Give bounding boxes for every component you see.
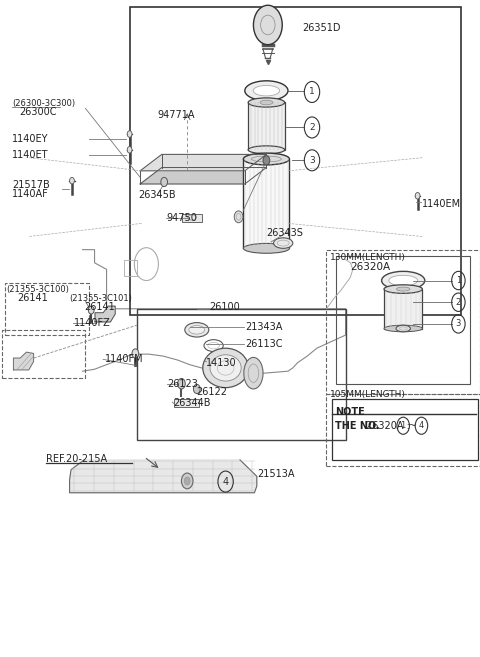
- Circle shape: [127, 131, 132, 137]
- Text: 1: 1: [456, 276, 461, 285]
- Ellipse shape: [243, 153, 289, 165]
- Bar: [326, 394, 480, 466]
- Circle shape: [70, 177, 74, 184]
- Text: 105MM(LENGTH): 105MM(LENGTH): [330, 390, 406, 399]
- Bar: [137, 309, 346, 440]
- Text: 4: 4: [419, 421, 424, 430]
- Bar: [332, 399, 478, 460]
- Ellipse shape: [389, 275, 418, 286]
- Bar: [5, 283, 89, 335]
- Text: 26343S: 26343S: [266, 228, 303, 238]
- Ellipse shape: [248, 146, 285, 154]
- Polygon shape: [70, 460, 257, 493]
- Text: 26320A :: 26320A :: [366, 420, 409, 431]
- Text: 94771A: 94771A: [157, 110, 195, 120]
- Circle shape: [88, 306, 94, 314]
- Text: 3: 3: [309, 156, 315, 165]
- Text: (26300-3C300): (26300-3C300): [12, 99, 75, 108]
- Ellipse shape: [396, 325, 410, 332]
- Text: 2: 2: [309, 123, 315, 132]
- Text: 21517B: 21517B: [12, 180, 50, 191]
- Text: 1: 1: [309, 87, 315, 97]
- Ellipse shape: [260, 101, 273, 104]
- Text: 26113C: 26113C: [245, 339, 282, 350]
- Text: 21513A: 21513A: [257, 469, 294, 480]
- Text: 26123: 26123: [167, 379, 198, 390]
- Circle shape: [415, 193, 420, 199]
- Text: 4: 4: [223, 476, 228, 487]
- Text: 26122: 26122: [196, 387, 227, 397]
- Circle shape: [184, 477, 190, 485]
- Ellipse shape: [234, 211, 243, 223]
- Text: 1140FZ: 1140FZ: [74, 318, 111, 328]
- Ellipse shape: [248, 98, 285, 107]
- Ellipse shape: [210, 355, 241, 381]
- Text: 26300C: 26300C: [19, 106, 57, 117]
- Text: THE NO.: THE NO.: [335, 420, 380, 431]
- Text: 1140ET: 1140ET: [12, 150, 48, 160]
- Text: 1: 1: [401, 421, 406, 430]
- Polygon shape: [140, 168, 266, 184]
- Polygon shape: [95, 306, 115, 322]
- Ellipse shape: [382, 271, 425, 290]
- Bar: [174, 399, 199, 407]
- Text: 26344B: 26344B: [173, 398, 210, 409]
- Text: 3: 3: [456, 319, 461, 328]
- Ellipse shape: [189, 326, 204, 334]
- Ellipse shape: [253, 85, 279, 96]
- Ellipse shape: [396, 287, 410, 291]
- Circle shape: [193, 384, 200, 394]
- Polygon shape: [140, 154, 266, 171]
- Bar: [182, 214, 202, 222]
- Text: 94750: 94750: [166, 213, 197, 223]
- Text: 26345B: 26345B: [138, 190, 175, 200]
- Text: NOTE: NOTE: [335, 407, 365, 417]
- Circle shape: [127, 147, 132, 153]
- Ellipse shape: [243, 244, 289, 254]
- Text: 26141: 26141: [84, 302, 115, 312]
- Bar: [243, 159, 289, 248]
- Bar: [124, 260, 137, 276]
- Bar: [384, 289, 422, 328]
- Text: 21343A: 21343A: [245, 321, 282, 332]
- Text: 26320A: 26320A: [350, 261, 391, 272]
- Text: 2: 2: [456, 298, 461, 307]
- Circle shape: [253, 5, 282, 45]
- Text: 1140AF: 1140AF: [12, 189, 49, 199]
- Circle shape: [181, 473, 193, 489]
- Bar: [248, 102, 285, 150]
- Ellipse shape: [244, 357, 263, 389]
- Bar: [2, 330, 85, 378]
- Text: 26351D: 26351D: [302, 22, 341, 33]
- Text: REF.20-215A: REF.20-215A: [46, 453, 107, 464]
- Bar: [336, 256, 470, 384]
- Circle shape: [178, 378, 185, 389]
- Circle shape: [263, 156, 270, 165]
- Ellipse shape: [185, 323, 209, 337]
- Bar: [130, 7, 461, 315]
- Text: 26141: 26141: [17, 292, 48, 303]
- Text: ~: ~: [408, 420, 418, 431]
- Text: 14130: 14130: [206, 357, 237, 368]
- Ellipse shape: [245, 81, 288, 101]
- Ellipse shape: [203, 348, 249, 388]
- Text: 1140FM: 1140FM: [105, 354, 143, 365]
- Text: 1140EY: 1140EY: [12, 134, 48, 145]
- Text: (21355-3C101): (21355-3C101): [70, 294, 132, 303]
- Text: 26100: 26100: [209, 302, 240, 312]
- Circle shape: [132, 349, 139, 358]
- Text: 1140EM: 1140EM: [422, 198, 462, 209]
- Circle shape: [161, 177, 168, 187]
- Ellipse shape: [274, 238, 293, 248]
- Bar: [326, 250, 480, 394]
- Polygon shape: [13, 352, 34, 370]
- Text: (21355-3C100): (21355-3C100): [6, 284, 69, 294]
- Text: 130MM(LENGTH): 130MM(LENGTH): [330, 253, 406, 262]
- Ellipse shape: [384, 325, 422, 332]
- Ellipse shape: [384, 285, 422, 293]
